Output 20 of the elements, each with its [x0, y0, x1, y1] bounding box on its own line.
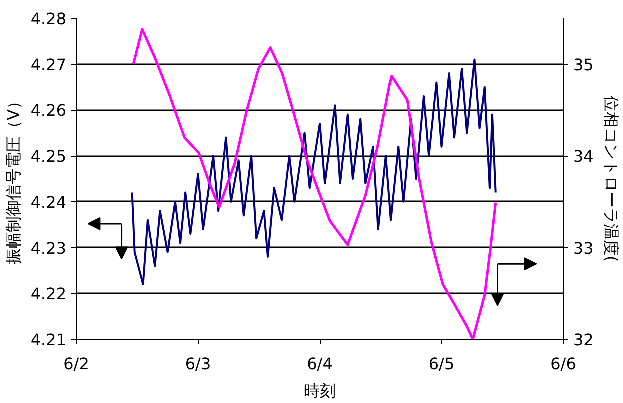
- y2-tick-label: 35: [574, 55, 594, 74]
- y2-tick-label: 34: [574, 147, 594, 166]
- y-tick-label: 4.25: [30, 147, 66, 166]
- y-tick-label: 4.27: [30, 55, 66, 74]
- y-axis-title: 振幅制御信号電圧（V）: [4, 94, 23, 264]
- x-tick-label: 6/3: [185, 354, 212, 374]
- y-tick-label: 4.24: [30, 192, 66, 212]
- y-tick-label: 4.26: [30, 101, 66, 120]
- x-tick-label: 6/5: [428, 354, 455, 374]
- y2-axis-title: 位相コントローラ温度(: [602, 96, 621, 262]
- y-tick-label: 4.22: [30, 284, 66, 304]
- x-axis-title: 時刻: [304, 382, 336, 400]
- y-tick-label: 4.21: [30, 330, 66, 350]
- y2-tick-label: 32: [574, 330, 594, 350]
- y-tick-label: 4.28: [30, 10, 66, 28]
- x-tick-label: 6/2: [64, 354, 90, 374]
- y2-tick-label: 33: [574, 238, 594, 258]
- x-tick-label: 6/6: [550, 354, 576, 374]
- y-tick-label: 4.23: [30, 238, 66, 258]
- x-tick-label: 6/4: [307, 354, 333, 374]
